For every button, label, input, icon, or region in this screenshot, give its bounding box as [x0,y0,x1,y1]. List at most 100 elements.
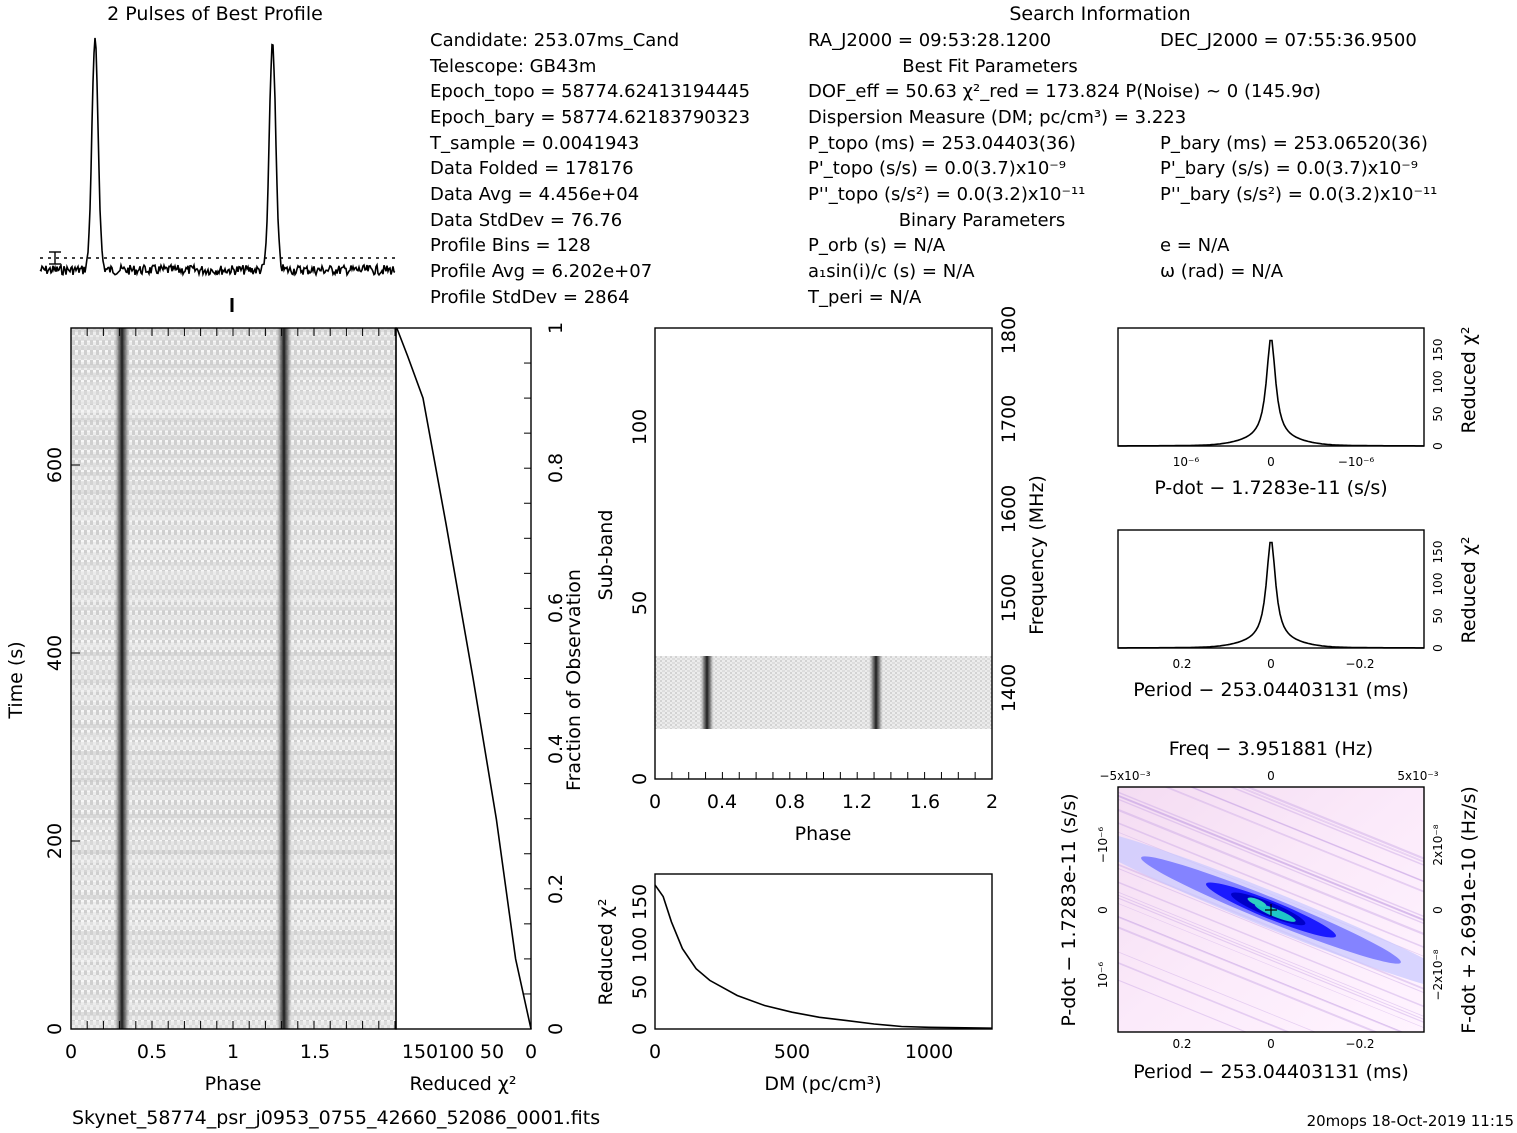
info-tsample: T_sample = 0.0041943 [429,133,639,154]
info-pdot-topo: P'_topo (s/s) = 0.0(3.7)x10⁻⁹ [808,158,1066,179]
ppdot-top-tick-0: −5x10⁻³ [1099,769,1150,783]
info-col2: RA_J2000 = 09:53:28.1200 Best Fit Parame… [807,30,1321,308]
subband-ylabel: Sub-band [595,510,617,601]
fraction-ytick-1: 0.2 [545,874,567,904]
time-phase-xtick-1: 0.5 [137,1041,167,1063]
freq-ytick-2: 1600 [998,485,1020,533]
info-col1: Candidate: 253.07ms_Cand Telescope: GB43… [429,30,750,308]
period-ytick-2: 100 [1431,573,1445,596]
info-data-folded: Data Folded = 178176 [430,158,634,179]
profile-title: 2 Pulses of Best Profile [107,3,323,25]
info-profile-avg: Profile Avg = 6.202e+07 [430,261,652,282]
period-chi2-plot: 0.2 0 −0.2 Period − 253.04403131 (ms) 0 … [1117,529,1480,701]
pdot-ytick-0: 0 [1431,442,1445,450]
profile-curve [39,37,396,278]
subband-xtick-4: 1.6 [910,791,940,813]
dm-xtick-2: 1000 [905,1041,953,1063]
pdot-ylabel: Reduced χ² [1458,327,1480,434]
period-ylabel: Reduced χ² [1458,537,1480,644]
pdot-chi2-plot: 10⁻⁶ 0 −10⁻⁶ P-dot − 1.7283e-11 (s/s) 0 … [1117,327,1480,499]
dm-chi2-curve [654,884,993,1029]
dm-ytick-2: 100 [629,927,651,963]
info-epoch-topo: Epoch_topo = 58774.62413194445 [430,81,750,102]
freq-ytick-1: 1500 [998,574,1020,622]
footer-timestamp: 20mops 18-Oct-2019 11:15 [1307,1112,1514,1130]
ppdot-top-tick-2: 5x10⁻³ [1397,769,1438,783]
time-phase-ytick-0: 0 [44,1023,66,1035]
info-epoch-bary: Epoch_bary = 58774.62183790323 [430,107,750,128]
dm-xlabel: DM (pc/cm³) [764,1073,881,1095]
period-ytick-3: 150 [1431,541,1445,564]
ppdot-xtick-0: 0.2 [1172,1037,1191,1051]
ppdot-xtick-2: −0.2 [1345,1037,1374,1051]
time-phase-xtick-3: 1.5 [300,1041,330,1063]
profile-plot [39,37,396,312]
error-bar-icon [49,251,61,265]
info-telescope: Telescope: GB43m [429,56,596,77]
info-col3: DEC_J2000 = 07:55:36.9500 P_bary (ms) = … [1160,30,1437,282]
chi2-time-xtick-3: 0 [525,1041,537,1063]
chi2-time-plot: 150 100 50 0 Reduced χ² 0 0.2 0.4 0.6 0.… [395,322,585,1095]
chi2-time-xtick-1: 100 [438,1041,474,1063]
chi2-time-xlabel: Reduced χ² [410,1073,517,1095]
ppdot-ylabel-right: F-dot + 2.6991e-10 (Hz/s) [1458,786,1480,1034]
time-phase-xtick-2: 1 [227,1041,239,1063]
fraction-ytick-5: 1 [545,322,567,334]
subband-xlabel: Phase [795,823,852,845]
info-profile-bins: Profile Bins = 128 [430,235,591,256]
info-dof: DOF_eff = 50.63 χ²_red = 173.824 P(Noise… [808,81,1321,102]
period-xtick-1: 0 [1267,657,1275,671]
dm-ytick-3: 150 [629,884,651,920]
pdot-xtick-1: 0 [1267,455,1275,469]
subband-phase-plot: 0 0.4 0.8 1.2 1.6 2 Phase 0 50 100 Sub-b… [595,306,1048,845]
info-tperi: T_peri = N/A [807,287,922,308]
freq-ytick-4: 1800 [998,306,1020,354]
info-porb: P_orb (s) = N/A [808,235,946,256]
subband-pulse-2 [868,656,884,729]
ppdot-y2tick-1: 0 [1431,906,1445,914]
pdot-xtick-0: 10⁻⁶ [1173,455,1200,469]
dm-ytick-0: 0 [629,1023,651,1035]
footer-filename: Skynet_58774_psr_j0953_0755_42660_52086_… [72,1107,600,1129]
period-ytick-0: 0 [1431,644,1445,652]
subband-xtick-5: 2 [986,791,998,813]
info-data-avg: Data Avg = 4.456e+04 [430,184,639,205]
dm-ylabel: Reduced χ² [595,899,617,1006]
info-p-bary: P_bary (ms) = 253.06520(36) [1160,133,1428,154]
info-omega: ω (rad) = N/A [1160,261,1284,282]
ppdot-top-tick-1: 0 [1267,769,1275,783]
pdot-xlabel: P-dot − 1.7283e-11 (s/s) [1154,477,1387,499]
time-phase-stripes [71,328,396,1025]
pulse-track-2 [275,328,293,1029]
ppdot-y2tick-2: 2x10⁻⁸ [1431,824,1445,865]
chi2-time-curve [396,327,532,1030]
freq-ytick-3: 1700 [998,395,1020,443]
freq-ytick-0: 1400 [998,664,1020,712]
pdot-xtick-2: −10⁻⁶ [1338,455,1375,469]
ppdot-ytick-0: 10⁻⁶ [1096,962,1110,989]
info-pddot-bary: P''_bary (s/s²) = 0.0(3.2)x10⁻¹¹ [1160,184,1437,205]
dm-ytick-1: 50 [629,975,651,999]
chi2-time-xtick-0: 150 [402,1041,438,1063]
info-ecc: e = N/A [1160,235,1230,256]
fraction-ylabel: Fraction of Observation [563,569,585,791]
ppdot-ytick-2: −10⁻⁶ [1096,827,1110,864]
search-title: Search Information [1009,3,1190,25]
subband-xtick-3: 1.2 [842,791,872,813]
subband-ytick-0: 0 [629,773,651,785]
info-dm: Dispersion Measure (DM; pc/cm³) = 3.223 [808,107,1186,128]
info-best-fit-title: Best Fit Parameters [902,56,1077,77]
info-dec: DEC_J2000 = 07:55:36.9500 [1160,30,1417,51]
pulse-track-1 [113,328,131,1029]
subband-xtick-2: 0.8 [775,791,805,813]
subband-xtick-1: 0.4 [707,791,737,813]
subband-xtick-0: 0 [649,791,661,813]
period-xtick-0: 0.2 [1172,657,1191,671]
subband-ytick-2: 100 [629,409,651,445]
period-chi2-curve [1118,541,1424,649]
ppdot-title: Freq − 3.951881 (Hz) [1169,738,1373,760]
subband-ytick-1: 50 [629,591,651,615]
ppdot-ytick-1: 0 [1096,906,1110,914]
period-xtick-2: −0.2 [1345,657,1374,671]
